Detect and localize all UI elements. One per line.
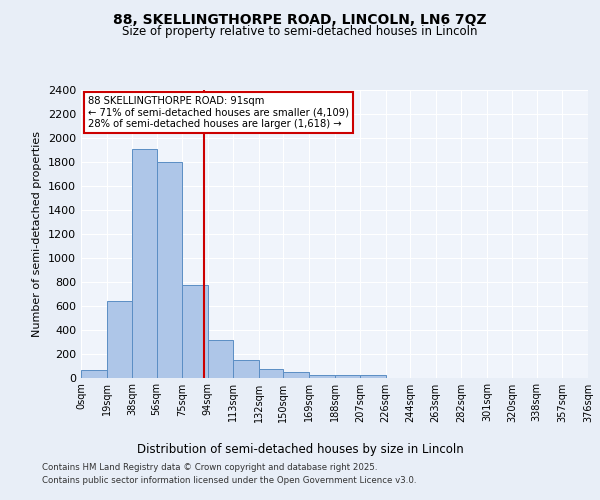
Bar (335, 376, 360, 378)
Bar (132, 148, 157, 378)
Text: 88 SKELLINGTHORPE ROAD: 91sqm
← 71% of semi-detached houses are smaller (4,109)
: 88 SKELLINGTHORPE ROAD: 91sqm ← 71% of s… (88, 96, 349, 129)
Bar (233, 360, 259, 378)
Text: Distribution of semi-detached houses by size in Lincoln: Distribution of semi-detached houses by … (137, 442, 463, 456)
Text: Size of property relative to semi-detached houses in Lincoln: Size of property relative to semi-detach… (122, 25, 478, 38)
Text: Contains public sector information licensed under the Open Government Licence v3: Contains public sector information licen… (42, 476, 416, 485)
Bar (283, 372, 309, 378)
Bar (107, 301, 132, 378)
Bar (309, 374, 335, 378)
Bar (157, 162, 182, 378)
Bar (259, 369, 283, 378)
Bar (360, 376, 386, 378)
Bar (208, 340, 233, 378)
Bar (81, 370, 107, 378)
Y-axis label: Number of semi-detached properties: Number of semi-detached properties (32, 130, 43, 337)
Bar (182, 286, 208, 378)
Text: Contains HM Land Registry data © Crown copyright and database right 2025.: Contains HM Land Registry data © Crown c… (42, 464, 377, 472)
Text: 88, SKELLINGTHORPE ROAD, LINCOLN, LN6 7QZ: 88, SKELLINGTHORPE ROAD, LINCOLN, LN6 7Q… (113, 12, 487, 26)
